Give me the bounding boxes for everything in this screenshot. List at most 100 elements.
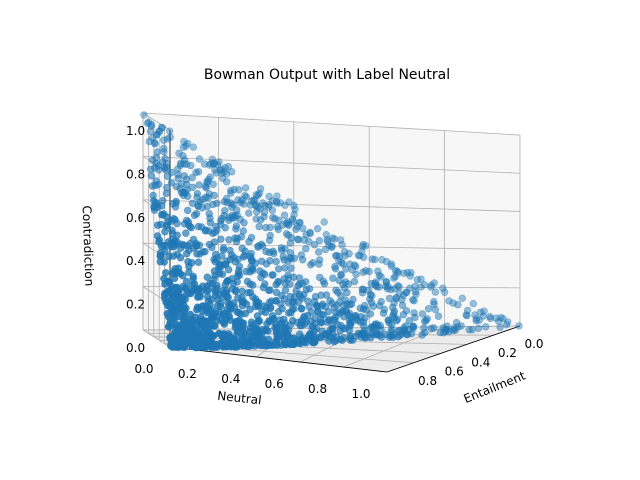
data-point (170, 274, 179, 283)
data-point (417, 275, 425, 283)
y-axis-line (386, 325, 521, 373)
data-point (221, 280, 230, 289)
data-point (393, 267, 401, 275)
data-point (299, 256, 307, 264)
data-point (385, 333, 394, 341)
data-point (431, 305, 440, 314)
data-point (472, 317, 480, 325)
data-point (495, 317, 503, 325)
data-point (359, 253, 368, 261)
data-point (465, 326, 473, 334)
data-point (215, 158, 223, 166)
z-tick-label: 0.0 (126, 341, 145, 355)
data-point (276, 199, 284, 207)
data-point (296, 321, 304, 330)
data-point (212, 169, 221, 177)
data-point (237, 198, 245, 207)
data-point (245, 237, 253, 246)
data-point (189, 143, 198, 151)
data-point (449, 299, 457, 307)
y-tick-label: 0.4 (471, 355, 490, 369)
data-point (180, 137, 188, 146)
data-point (268, 271, 276, 279)
data-point (390, 274, 398, 282)
data-point (256, 185, 265, 193)
grid-line (142, 329, 171, 348)
data-point (285, 198, 293, 206)
data-point (164, 135, 172, 143)
data-point (252, 215, 260, 223)
data-point (262, 223, 270, 232)
data-point (213, 161, 222, 169)
data-point (143, 119, 152, 128)
data-point (190, 211, 199, 220)
data-point (440, 288, 449, 296)
data-point (427, 281, 436, 289)
data-point (320, 218, 328, 226)
data-point (246, 305, 254, 314)
data-point (172, 182, 181, 191)
data-point (445, 297, 453, 305)
data-point (217, 165, 226, 174)
data-point (421, 317, 429, 325)
data-point (160, 136, 168, 144)
data-point (504, 318, 512, 326)
data-point (265, 236, 274, 245)
data-point (280, 211, 289, 220)
data-point (274, 308, 283, 316)
data-point (328, 234, 337, 242)
data-point (321, 245, 330, 254)
data-point (211, 257, 219, 266)
data-point (515, 322, 523, 330)
data-point (358, 289, 367, 297)
data-point (242, 184, 250, 192)
data-point (480, 307, 488, 315)
data-point (140, 111, 148, 119)
data-point (486, 314, 495, 323)
data-point (340, 313, 348, 321)
data-point (174, 174, 182, 183)
data-point (262, 247, 270, 256)
data-point (176, 254, 185, 262)
data-point (182, 142, 190, 150)
data-point (216, 166, 224, 174)
data-point (220, 168, 228, 176)
data-point (188, 199, 197, 208)
x-tick-label: 0.2 (178, 367, 197, 381)
data-point (269, 213, 277, 222)
data-point (184, 206, 192, 215)
tick-labels: 0.0 0.2 0.4 0.6 0.8 1.0 0.0 0.2 0.4 0.6 0.8 0.0 0.2 0… (126, 124, 544, 401)
data-point (238, 302, 247, 310)
data-point (288, 215, 297, 224)
data-point (323, 236, 332, 244)
data-point (193, 250, 201, 258)
data-point (424, 305, 433, 313)
grid-line (142, 112, 171, 131)
data-point (195, 181, 203, 189)
data-point (427, 283, 435, 291)
data-point (147, 122, 156, 130)
data-point (280, 256, 288, 264)
data-point (338, 241, 346, 249)
data-point (354, 251, 363, 260)
data-point (362, 242, 370, 250)
z-tick-label: 0.8 (126, 167, 145, 181)
data-point (155, 127, 163, 136)
data-point (227, 189, 235, 197)
data-point (150, 206, 159, 214)
data-point (385, 294, 394, 303)
data-point (475, 316, 483, 324)
data-point (356, 251, 364, 260)
z-axis-label: Contradiction (80, 205, 97, 286)
data-point (281, 286, 290, 294)
data-point (405, 317, 414, 325)
data-point (148, 182, 157, 190)
data-point (210, 159, 218, 167)
data-point (359, 242, 367, 251)
data-point (219, 174, 227, 182)
data-point (240, 219, 248, 227)
data-point (223, 170, 231, 178)
data-point (258, 307, 266, 315)
data-point (194, 222, 203, 231)
data-point (208, 243, 216, 252)
